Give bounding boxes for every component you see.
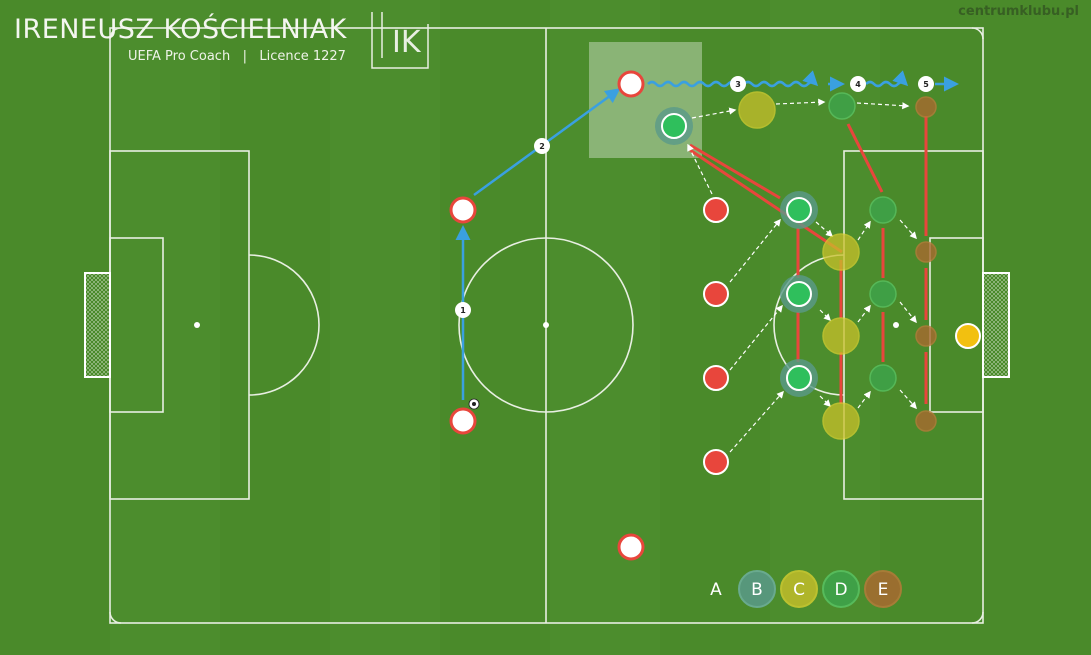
goalkeeper [955,323,981,349]
legend-item-e: E [864,570,902,608]
yellow-zone-disc [738,91,776,129]
coach-logo: IK [371,12,429,69]
green-team [655,107,818,397]
sequence-label-3: 3 [730,76,746,92]
center-spot [543,322,549,328]
dribble-arrow-4 [865,70,909,88]
green-player [655,107,693,145]
red-player-outline [449,407,477,435]
legend-item-d: D [822,570,860,608]
left-penalty-spot [194,322,200,328]
right-goal [982,272,1010,378]
svg-text:4: 4 [855,80,861,89]
coach-name: IRENEUSZ KOŚCIELNIAK [14,14,347,45]
red-player-outline [617,533,645,561]
svg-text:5: 5 [923,80,929,89]
left-goal [84,272,111,378]
legend: A B C D E [710,570,902,608]
svg-text:3: 3 [735,80,741,89]
legend-item-c: C [780,570,818,608]
svg-text:E: E [878,580,889,600]
svg-text:B: B [751,580,763,600]
svg-text:1: 1 [460,306,466,315]
yellow-zone-disc [822,233,860,271]
svg-text:2: 2 [539,142,545,151]
right-penalty-spot [893,322,899,328]
red-player-outline [449,196,477,224]
yellow-zone-disc [822,402,860,440]
center-circle [458,237,634,413]
red-player [703,281,729,307]
red-player-outline [617,70,645,98]
brown-zone-disc [915,241,937,263]
brown-zone-disc [915,410,937,432]
green-player [780,359,818,397]
movement-arrows [687,98,917,453]
green-zone-disc [869,280,897,308]
left-penalty-arc [248,254,320,396]
zone-discs [738,91,937,440]
legend-item-b: B [738,570,776,608]
brown-zone-disc [915,325,937,347]
sequence-label-2: 2 [534,138,550,154]
sequence-labels: 1 2 3 4 5 [455,76,934,318]
sequence-label-1: 1 [455,302,471,318]
svg-text:A: A [710,580,722,600]
coach-subtitle: UEFA Pro Coach | Licence 1227 [128,49,346,64]
legend-item-a: A [710,580,722,600]
ball-icon [468,398,480,410]
red-player [703,365,729,391]
svg-text:D: D [834,580,847,600]
green-zone-disc [869,364,897,392]
brown-zone-disc [915,96,937,118]
red-player [703,197,729,223]
green-player [780,191,818,229]
logo-text: IK [392,25,422,60]
watermark[interactable]: centrumklubu.pl [958,4,1079,19]
green-zone-disc [869,196,897,224]
green-zone-disc [828,92,856,120]
press-lines [689,116,928,404]
red-player [703,449,729,475]
svg-text:C: C [793,580,805,600]
sequence-label-4: 4 [850,76,866,92]
sequence-label-5: 5 [918,76,934,92]
green-player [780,275,818,313]
red-team [449,70,729,561]
yellow-zone-disc [822,317,860,355]
